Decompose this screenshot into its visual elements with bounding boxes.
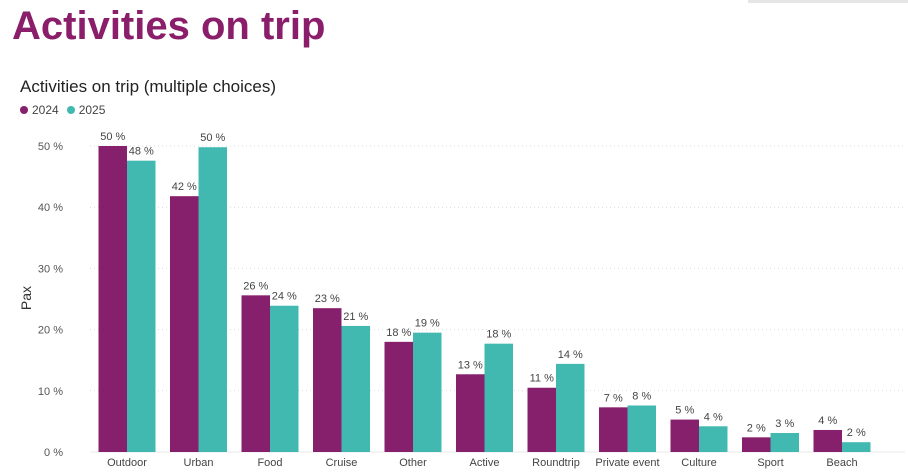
- data-label-2025-food: 24 %: [272, 291, 297, 303]
- bar-2024-food[interactable]: [241, 295, 271, 452]
- chart-legend: 2024 2025: [20, 103, 105, 117]
- legend-item-2025[interactable]: 2025: [66, 103, 106, 117]
- data-label-2024-private-event: 7 %: [604, 392, 623, 404]
- bar-2024-outdoor[interactable]: [98, 146, 128, 452]
- data-label-2025-cruise: 21 %: [343, 311, 368, 323]
- chart-title: Activities on trip (multiple choices): [20, 77, 277, 96]
- data-label-2024-culture: 5 %: [675, 405, 694, 417]
- data-label-2025-other: 19 %: [415, 318, 440, 330]
- bar-2025-culture[interactable]: [699, 426, 728, 452]
- x-tick-label-sport: Sport: [757, 457, 783, 469]
- bar-2024-beach[interactable]: [813, 429, 843, 452]
- y-tick-label: 40 %: [38, 202, 63, 214]
- bar-2025-outdoor[interactable]: [127, 160, 156, 453]
- x-tick-label-beach: Beach: [826, 457, 857, 469]
- bar-2024-roundtrip[interactable]: [527, 387, 557, 452]
- top-scroll-bar: [748, 0, 908, 3]
- data-label-2024-other: 18 %: [386, 327, 411, 339]
- legend-swatch-2025: [66, 106, 75, 114]
- data-label-2024-roundtrip: 11 %: [530, 373, 554, 385]
- x-tick-label-active: Active: [470, 457, 500, 469]
- legend-label-2025: 2025: [78, 103, 106, 117]
- x-tick-label-urban: Urban: [184, 457, 214, 469]
- y-tick-label: 20 %: [38, 325, 63, 337]
- data-label-2025-roundtrip: 14 %: [558, 349, 583, 361]
- data-label-2025-urban: 50 %: [200, 132, 225, 144]
- bar-2025-roundtrip[interactable]: [556, 363, 585, 452]
- y-tick-label: 10 %: [38, 386, 63, 398]
- data-label-2024-cruise: 23 %: [315, 293, 340, 305]
- bar-2024-urban[interactable]: [170, 196, 199, 452]
- data-label-2024-sport: 2 %: [747, 422, 766, 434]
- data-label-2024-active: 13 %: [458, 359, 483, 371]
- data-labels: 50 % 48 % 42 % 50 % 26 % 24 % 23 %21 % 18 % 19 %…: [100, 131, 866, 439]
- bar-2024-private-event[interactable]: [599, 407, 628, 452]
- bar-2024-cruise[interactable]: [313, 308, 342, 452]
- data-label-2025-beach: 2 %: [847, 427, 866, 439]
- x-tick-label-food: Food: [257, 457, 282, 469]
- bar-2025-sport[interactable]: [770, 433, 800, 452]
- x-axis-ticks: Outdoor Urban Food Cruise Other Active Roundtr…: [107, 457, 857, 469]
- data-label-2025-active: 18 %: [486, 329, 511, 341]
- data-label-2024-food: 26 %: [243, 280, 268, 292]
- x-tick-label-cruise: Cruise: [326, 457, 358, 469]
- bar-2025-food[interactable]: [270, 305, 299, 452]
- y-axis-label: Pax: [18, 286, 34, 310]
- data-label-2025-outdoor: 48 %: [129, 146, 154, 158]
- data-label-2025-private-event: 8 %: [632, 390, 651, 402]
- y-tick-label: 50 %: [38, 141, 63, 153]
- bar-2025-private-event[interactable]: [627, 405, 657, 452]
- legend-label-2024: 2024: [32, 103, 59, 117]
- data-label-2024-urban: 42 %: [172, 181, 197, 193]
- y-tick-label: 0 %: [44, 447, 63, 459]
- x-tick-label-private-event: Private event: [595, 457, 659, 469]
- data-label-2025-sport: 3 %: [775, 418, 794, 430]
- x-tick-label-other: Other: [399, 457, 427, 469]
- bar-2025-cruise[interactable]: [341, 325, 371, 452]
- y-axis-ticks: 0 % 10 % 20 % 30 % 40 % 50 %: [38, 141, 63, 459]
- page-title: Activities on trip: [12, 4, 326, 48]
- bar-2025-active[interactable]: [484, 343, 514, 452]
- bar-2025-other[interactable]: [413, 332, 442, 452]
- bar-2024-sport[interactable]: [742, 437, 771, 452]
- bar-2024-active[interactable]: [456, 374, 485, 452]
- legend-item-2024[interactable]: 2024: [20, 103, 59, 117]
- x-tick-label-outdoor: Outdoor: [107, 457, 147, 469]
- bar-2025-urban[interactable]: [198, 147, 228, 452]
- data-label-2024-beach: 4 %: [818, 415, 837, 427]
- data-label-2025-culture: 4 %: [704, 411, 723, 423]
- x-tick-label-roundtrip: Roundtrip: [532, 457, 580, 469]
- bars: [98, 146, 871, 453]
- data-label-2024-outdoor: 50 %: [100, 131, 125, 143]
- x-tick-label-culture: Culture: [681, 457, 716, 469]
- bar-2024-culture[interactable]: [670, 419, 700, 452]
- bar-2025-beach[interactable]: [842, 442, 871, 452]
- bar-2024-other[interactable]: [384, 341, 414, 452]
- legend-swatch-2024: [20, 106, 28, 114]
- y-tick-label: 30 %: [38, 263, 63, 275]
